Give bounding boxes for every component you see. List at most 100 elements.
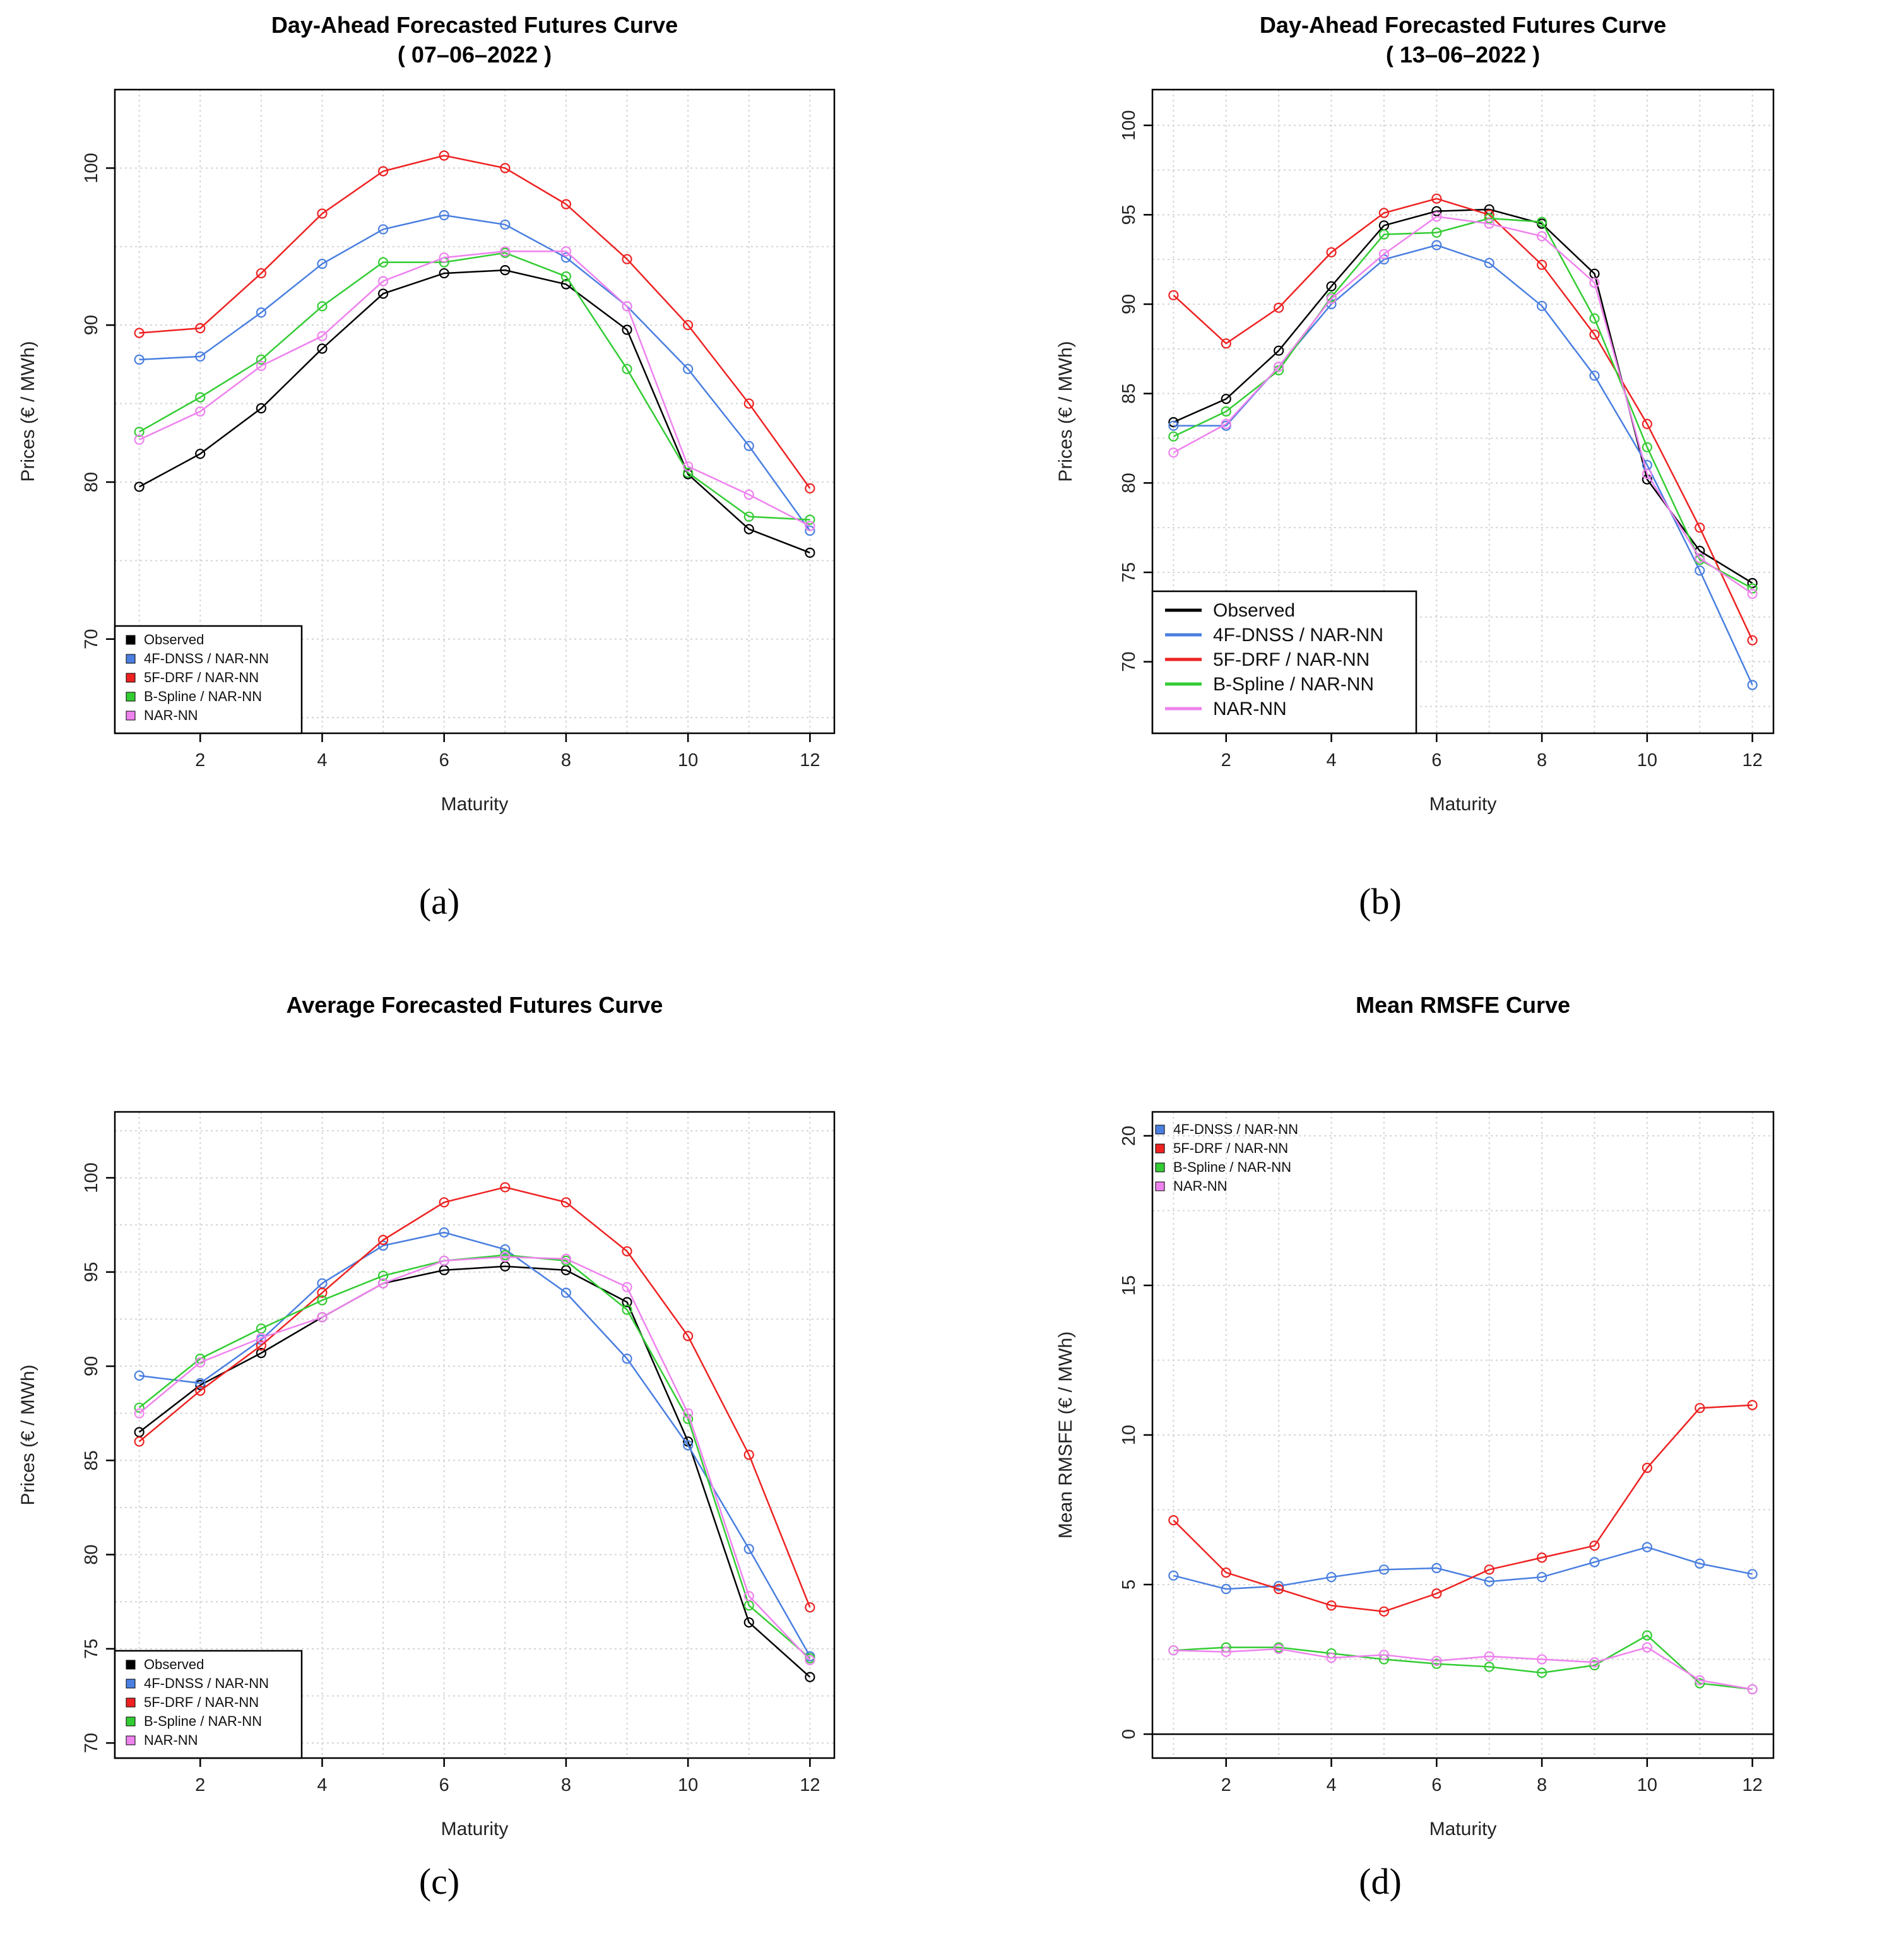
data-point-nar-nn [1589,1657,1600,1668]
chart-c: Average Forecasted Futures Curve 2 4 6 8 10 12… [18,992,836,1839]
data-point-4f-dnss-nar-nn [743,1544,754,1554]
data-point-4f-dnss-nar-nn [439,210,449,221]
x-tick-label: 8 [561,750,571,770]
data-point-b-spline-nar-nn [1431,227,1442,238]
series-line-5f-drf-nar-nn [139,155,811,489]
data-point-nar-nn [1695,553,1705,564]
data-point-5f-drf-nar-nn [1326,247,1337,257]
data-point-nar-nn [195,406,206,417]
plot-frame [1151,1111,1775,1759]
chart-panel-c: Average Forecasted Futures Curve 2 4 6 8 10 12… [0,980,941,1960]
x-tick-label: 6 [439,1775,449,1795]
legend-label-nar-nn: NAR-NN [1213,699,1287,719]
legend-swatch-observed [126,635,136,645]
y-tick-label: 90 [1119,294,1139,314]
data-point-4f-dnss-nar-nn [1326,1572,1337,1583]
data-point-b-spline-nar-nn [256,354,266,365]
x-tick-label: 8 [1537,750,1547,770]
legend-swatch-b-spline-nar-nn [126,692,136,702]
data-point-5f-drf-nar-nn [1695,1403,1705,1414]
y-tick-label: 85 [1119,384,1139,404]
data-point-nar-nn [1747,1684,1758,1695]
data-point-5f-drf-nar-nn [1221,1567,1231,1578]
data-point-observed [1274,345,1284,356]
data-point-observed [743,524,754,534]
legend-label-5f-drf-nar-nn: 5F-DRF / NAR-NN [144,1694,259,1710]
data-point-b-spline-nar-nn [1642,442,1652,452]
data-point-4f-dnss-nar-nn [1431,240,1442,251]
plot-frame [1151,88,1775,735]
legend-label-b-spline-nar-nn: B-Spline / NAR-NN [144,1713,262,1729]
x-tick-label: 8 [1537,1775,1547,1795]
data-point-4f-dnss-nar-nn [1431,1562,1442,1574]
data-point-5f-drf-nar-nn [1431,1588,1442,1599]
data-point-b-spline-nar-nn [377,1270,389,1281]
data-point-nar-nn [1378,249,1390,259]
data-point-5f-drf-nar-nn [560,199,572,210]
chart-title-line: Day-Ahead Forecasted Futures Curve [271,12,678,38]
x-tick-label: 12 [800,1775,820,1795]
data-point-5f-drf-nar-nn [1536,1552,1548,1563]
data-point-4f-dnss-nar-nn [1536,300,1548,311]
data-point-4f-dnss-nar-nn [1747,1569,1758,1579]
data-point-observed [256,1348,266,1359]
data-point-observed [743,1617,754,1628]
data-point-nar-nn [317,1312,328,1323]
legend-swatch-observed [126,1660,136,1670]
x-axis-label: Maturity [1429,794,1497,815]
x-tick-label: 4 [317,1775,327,1795]
data-point-4f-dnss-nar-nn [1695,1558,1705,1569]
legend-label-5f-drf-nar-nn: 5F-DRF / NAR-NN [1213,649,1370,670]
data-point-nar-nn [256,1333,266,1343]
data-point-b-spline-nar-nn [1589,313,1600,324]
chart-panel-d: Mean RMSFE Curve 2 4 6 8 10 12 0 5 10 15 20 Maturity… [941,980,1882,1960]
x-tick-label: 4 [1326,1775,1336,1795]
chart-panel-b: Day-Ahead Forecasted Futures Curve ( 13–0… [941,0,1882,980]
data-point-b-spline-nar-nn [1536,1667,1548,1678]
data-point-b-spline-nar-nn [622,363,632,374]
data-point-b-spline-nar-nn [560,271,572,282]
x-tick-label: 10 [1637,1775,1657,1795]
legend-label-b-spline-nar-nn: B-Spline / NAR-NN [144,688,262,704]
x-tick-label: 10 [678,750,698,770]
data-point-observed [256,403,266,414]
legend-swatch-4f-dnss-nar-nn [126,1679,136,1689]
data-point-4f-dnss-nar-nn [500,219,511,230]
data-point-4f-dnss-nar-nn [195,1378,206,1389]
data-point-nar-nn [560,246,572,257]
data-point-nar-nn [1747,588,1758,599]
legend-label-5f-drf-nar-nn: 5F-DRF / NAR-NN [144,670,259,685]
data-point-nar-nn [1274,362,1284,372]
series-line-b-spline-nar-nn [1173,1634,1753,1691]
data-point-b-spline-nar-nn [317,1295,328,1306]
y-tick-label: 10 [1119,1425,1139,1445]
data-point-nar-nn [1642,1642,1652,1653]
data-point-4f-dnss-nar-nn [560,1287,572,1298]
data-point-nar-nn [1642,469,1652,480]
legend-label-4f-dnss-nar-nn: 4F-DNSS / NAR-NN [144,1675,269,1691]
data-point-nar-nn [1168,1645,1179,1656]
legend-swatch-nar-nn [1155,1181,1165,1191]
legend-label-observed: Observed [1213,600,1295,621]
legend-label-4f-dnss-nar-nn: 4F-DNSS / NAR-NN [1173,1121,1298,1137]
legend-swatch-nar-nn [126,1735,136,1745]
data-point-5f-drf-nar-nn [1168,290,1179,300]
x-tick-label: 2 [195,750,205,770]
series-line-4f-dnss-nar-nn [139,214,811,531]
y-tick-label: 90 [81,1356,102,1376]
data-point-b-spline-nar-nn [622,1304,632,1315]
data-point-4f-dnss-nar-nn [560,252,572,263]
data-point-b-spline-nar-nn [317,301,328,312]
y-tick-label: 70 [1119,652,1139,672]
series-line-nar-nn [139,250,810,527]
y-tick-label: 80 [81,472,102,492]
y-tick-label: 15 [1119,1275,1139,1296]
data-point-5f-drf-nar-nn [743,398,754,409]
data-point-nar-nn [1168,447,1179,458]
data-point-5f-drf-nar-nn [1642,1463,1652,1473]
data-point-b-spline-nar-nn [1484,1662,1494,1672]
data-point-5f-drf-nar-nn [1378,208,1390,218]
data-point-5f-drf-nar-nn [1221,338,1231,349]
y-tick-label: 100 [81,1162,102,1193]
data-point-5f-drf-nar-nn [134,328,145,338]
